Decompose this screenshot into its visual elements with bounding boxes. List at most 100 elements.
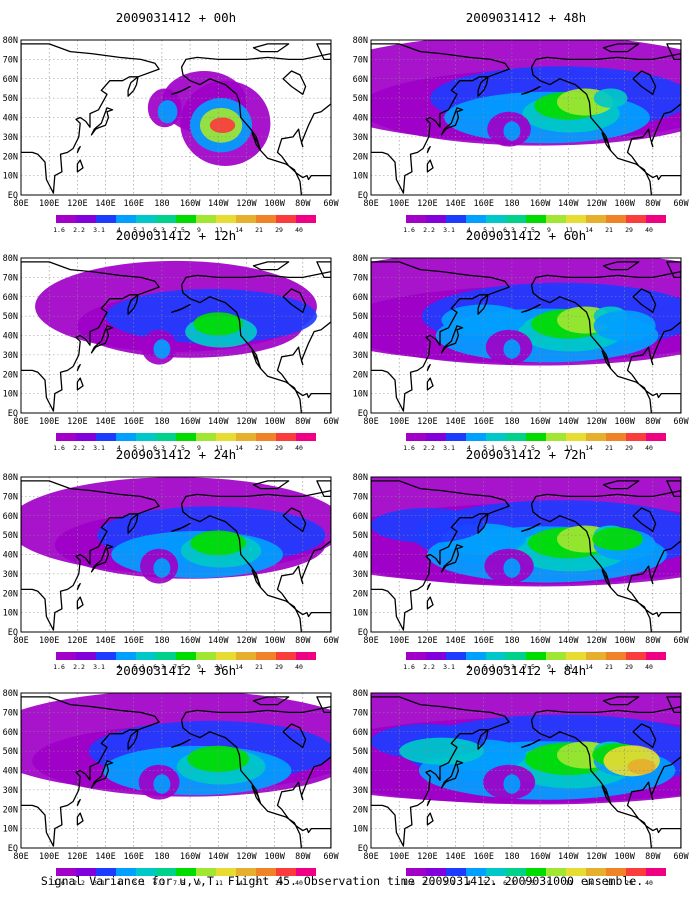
- coastline: [282, 507, 307, 532]
- map-panel: 2009031412 + 00h 80E 100E 120E 140E 160E 180 16…: [3, 10, 340, 234]
- x-tick-label: 60W: [673, 636, 689, 646]
- colorbar-label: 1.6: [53, 226, 65, 234]
- colorbar-swatch: [586, 652, 606, 660]
- variance-contour: [209, 117, 236, 133]
- x-tick-label: 140E: [445, 852, 465, 862]
- x-tick-label: 80E: [13, 417, 28, 427]
- x-tick-label: 100W: [614, 417, 635, 427]
- colorbar-swatch: [196, 652, 216, 660]
- map-panel: 2009031412 + 84h 80E 100E 120E 140E 160E 180 16…: [353, 663, 690, 887]
- x-tick-label: 140W: [558, 852, 579, 862]
- x-tick-label: 140E: [95, 636, 115, 646]
- colorbar-swatch: [586, 868, 606, 876]
- colorbar-label: 29: [275, 879, 283, 887]
- y-tick-label: 30N: [353, 570, 368, 580]
- colorbar-label: 5.1: [133, 226, 145, 234]
- x-tick-label: 100E: [39, 636, 59, 646]
- x-tick-label: 140W: [208, 199, 229, 209]
- coastline: [371, 480, 510, 631]
- colorbar-label: 1.6: [53, 879, 65, 887]
- colorbar-label: 40: [645, 663, 653, 671]
- colorbar-swatch: [466, 652, 486, 660]
- y-tick-label: EQ: [8, 844, 18, 854]
- colorbar-swatch: [606, 652, 626, 660]
- x-tick-label: 140E: [95, 199, 115, 209]
- colorbar-label: 3.1: [93, 879, 105, 887]
- y-tick-label: 50N: [3, 747, 18, 757]
- x-tick-label: 120E: [67, 636, 87, 646]
- y-tick-label: EQ: [358, 628, 368, 638]
- colorbar-swatch: [96, 433, 116, 441]
- x-tick-label: 180: [154, 636, 169, 646]
- colorbar-swatch: [236, 433, 256, 441]
- colorbar-label: 21: [605, 879, 613, 887]
- colorbar-swatch: [236, 652, 256, 660]
- x-tick-label: 120E: [417, 636, 437, 646]
- colorbar-swatch: [506, 433, 526, 441]
- x-tick-label: 100E: [39, 852, 59, 862]
- colorbar-label: 6.3: [153, 444, 165, 452]
- coastline: [251, 785, 262, 805]
- y-tick-label: 10N: [353, 825, 368, 835]
- colorbar-swatch: [546, 868, 566, 876]
- x-tick-label: 120E: [67, 852, 87, 862]
- y-tick-label: 60N: [353, 512, 368, 522]
- coastline: [530, 705, 681, 848]
- x-tick-label: 180: [504, 199, 519, 209]
- colorbar-label: 21: [255, 879, 263, 887]
- x-tick-label: 120W: [236, 417, 257, 427]
- x-tick-label: 140E: [445, 417, 465, 427]
- y-tick-label: 10N: [3, 609, 18, 619]
- map-panel: 2009031412 + 24h 80E 100E 120E 140E 160E 180 16…: [3, 447, 340, 671]
- colorbar-swatch: [96, 215, 116, 223]
- y-tick-label: 70N: [3, 708, 18, 718]
- variance-contour: [503, 774, 521, 794]
- colorbar-swatch: [256, 652, 276, 660]
- colorbar-swatch: [156, 652, 176, 660]
- colorbar-label: 3.1: [93, 663, 105, 671]
- colorbar-label: 4: [117, 663, 121, 671]
- x-tick-label: 160E: [123, 636, 143, 646]
- y-tick-label: 80N: [3, 36, 18, 46]
- colorbar-label: 14: [235, 879, 243, 887]
- map-panel: 2009031412 + 72h 80E 100E 120E 140E 160E 180 16…: [353, 447, 690, 671]
- variance-contour: [153, 339, 171, 359]
- y-tick-label: 50N: [353, 312, 368, 322]
- colorbar-swatch: [446, 652, 466, 660]
- colorbar-swatch: [646, 433, 666, 441]
- y-tick-label: 80N: [3, 473, 18, 483]
- x-tick-label: 80W: [295, 852, 311, 862]
- y-tick-label: 10N: [353, 609, 368, 619]
- colorbar-label: 6.3: [153, 226, 165, 234]
- x-tick-label: 80W: [645, 417, 661, 427]
- panel-title: 2009031412 + 12h: [116, 228, 236, 243]
- x-tick-label: 120W: [236, 636, 257, 646]
- y-tick-label: 50N: [353, 747, 368, 757]
- colorbar-label: 7.5: [173, 226, 185, 234]
- x-tick-label: 140E: [95, 417, 115, 427]
- y-tick-label: 20N: [3, 152, 18, 162]
- x-tick-label: 120W: [586, 852, 607, 862]
- coastline: [530, 52, 681, 195]
- variance-contour: [592, 527, 643, 551]
- coastline: [251, 569, 262, 589]
- colorbar-label: 9: [547, 444, 551, 452]
- colorbar-swatch: [76, 652, 96, 660]
- colorbar-swatch: [426, 433, 446, 441]
- colorbar-label: 14: [235, 444, 243, 452]
- coastline: [632, 723, 657, 748]
- coastline: [76, 596, 84, 610]
- colorbar-label: 11: [215, 663, 223, 671]
- y-tick-label: 70N: [353, 708, 368, 718]
- x-tick-label: 180: [504, 852, 519, 862]
- y-tick-label: 50N: [353, 531, 368, 541]
- x-tick-label: 180: [154, 417, 169, 427]
- colorbar-label: 6.3: [153, 879, 165, 887]
- y-tick-label: 40N: [353, 551, 368, 561]
- colorbar-label: 40: [295, 879, 303, 887]
- colorbar-label: 11: [215, 226, 223, 234]
- colorbar-swatch: [156, 215, 176, 223]
- coastline: [316, 480, 331, 498]
- figure-caption: Signal Variance for u,v,T. Flight 45. Ob…: [41, 874, 643, 888]
- colorbar-label: 40: [645, 226, 653, 234]
